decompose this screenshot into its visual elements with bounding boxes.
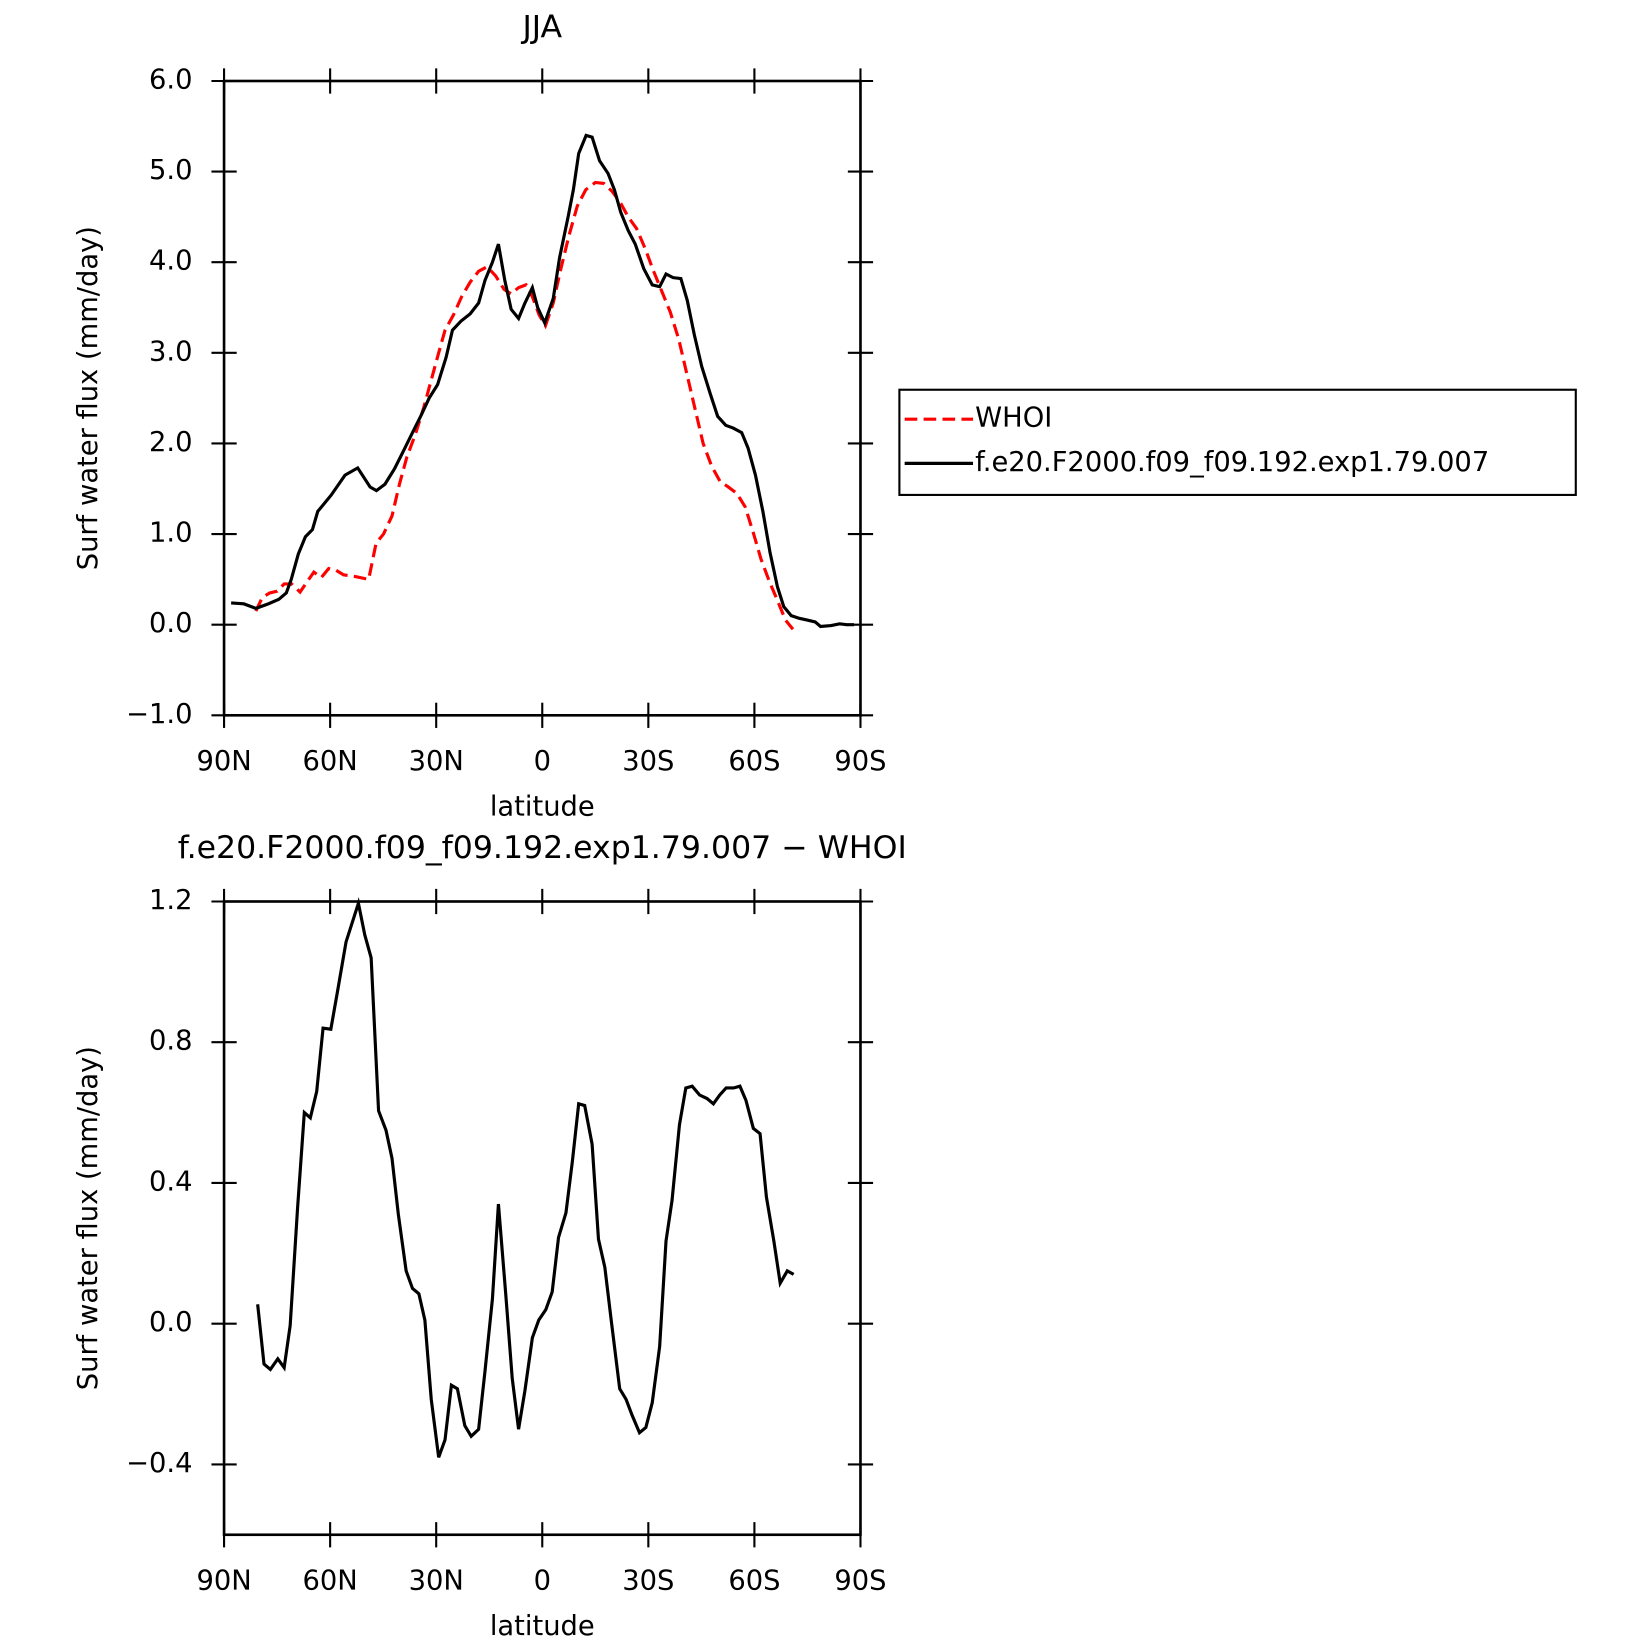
x-tick-label: 30S [622,746,674,777]
plot-frame [222,79,862,717]
x-tick-label: 0 [534,746,551,777]
data-line [231,133,855,629]
x-tick-label: 60S [728,1566,780,1597]
chart-title: f.e20.F2000.f09_f09.192.exp1.79.007 − WH… [178,830,907,866]
x-axis-label: latitude [490,1611,595,1641]
y-tick-label: 1.0 [149,518,192,549]
x-tick-label: 60N [303,746,358,777]
y-tick-label: 2.0 [149,427,192,458]
x-tick-label: 90S [834,1566,886,1597]
y-tick-label: 0.8 [149,1026,192,1057]
y-axis-label: Surf water flux (mm/day) [73,226,104,570]
y-tick-label: 0.0 [149,1307,192,1338]
data-line [254,180,795,631]
x-tick-label: 30N [409,1566,464,1597]
y-tick-label: 1.2 [149,885,192,916]
data-line [256,896,795,1458]
y-tick-label: 0.4 [149,1166,192,1197]
x-tick-label: 30S [622,1566,674,1597]
y-tick-label: 5.0 [149,155,192,186]
legend-label: WHOI [975,403,1052,434]
x-tick-label: 60S [728,746,780,777]
y-tick-label: −0.4 [126,1448,192,1479]
x-axis-label: latitude [490,791,595,822]
legend-label: f.e20.F2000.f09_f09.192.exp1.79.007 [975,447,1489,478]
y-tick-label: 6.0 [149,64,192,95]
y-tick-label: 4.0 [149,246,192,277]
x-tick-label: 90S [834,746,886,777]
legend-box [898,388,1577,496]
y-tick-label: 0.0 [149,608,192,639]
x-tick-label: 90N [196,1566,251,1597]
x-tick-label: 0 [534,1566,551,1597]
plot-frame [222,900,862,1537]
x-tick-label: 60N [303,1566,358,1597]
y-axis-label: Surf water flux (mm/day) [73,1046,104,1390]
y-tick-label: 3.0 [149,336,192,367]
x-tick-label: 90N [196,746,251,777]
x-tick-label: 30N [409,746,464,777]
y-tick-label: −1.0 [126,699,192,730]
chart-title: JJA [520,9,562,45]
